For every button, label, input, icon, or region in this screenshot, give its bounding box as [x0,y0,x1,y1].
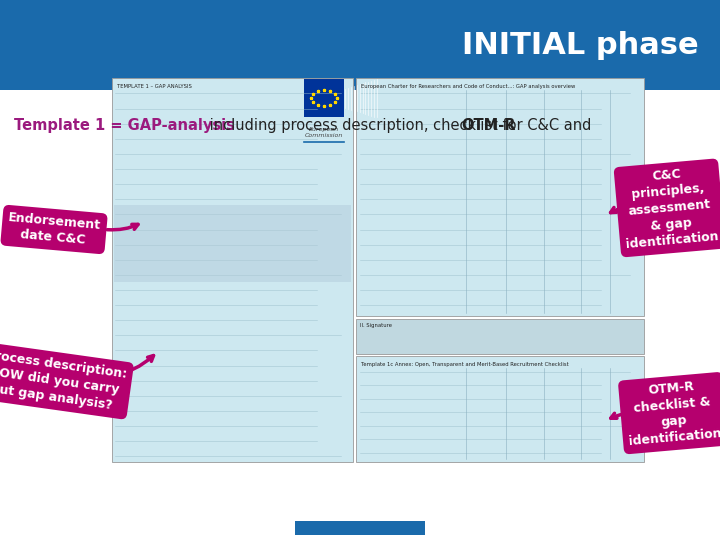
FancyBboxPatch shape [356,356,644,462]
Text: Template 1 = GAP-analysis: Template 1 = GAP-analysis [14,118,235,133]
Text: INITIAL phase: INITIAL phase [462,30,698,59]
Text: including process description, checklist for C&C and: including process description, checklist… [205,118,596,133]
Text: TEMPLATE 1 – GAP ANALYSIS: TEMPLATE 1 – GAP ANALYSIS [117,84,192,89]
Text: II. Signature: II. Signature [360,323,392,328]
Text: European
Commission: European Commission [305,127,343,138]
FancyBboxPatch shape [0,0,720,90]
Text: Template 1 = GAP-analysis including process description, checklist for C&C and O: Template 1 = GAP-analysis including proc… [14,118,651,133]
Text: Process description:
HOW did you carry
out gap analysis?: Process description: HOW did you carry o… [0,348,127,414]
FancyBboxPatch shape [356,78,644,316]
Text: European Charter for Researchers and Code of Conduct...: GAP analysis overview: European Charter for Researchers and Cod… [361,84,576,89]
FancyBboxPatch shape [356,319,644,354]
Text: Endorsement
date C&C: Endorsement date C&C [6,211,102,248]
FancyBboxPatch shape [304,79,344,117]
Text: C&C
principles,
assessment
& gap
identification: C&C principles, assessment & gap identif… [620,165,719,251]
FancyBboxPatch shape [114,205,351,281]
FancyBboxPatch shape [295,521,425,535]
Text: Template 1c Annex: Open, Transparent and Merit-Based Recruitment Checklist: Template 1c Annex: Open, Transparent and… [361,362,570,367]
Text: OTM-R: OTM-R [461,118,516,133]
FancyBboxPatch shape [112,78,353,462]
Text: OTM-R
checklist &
gap
identification: OTM-R checklist & gap identification [624,378,720,448]
